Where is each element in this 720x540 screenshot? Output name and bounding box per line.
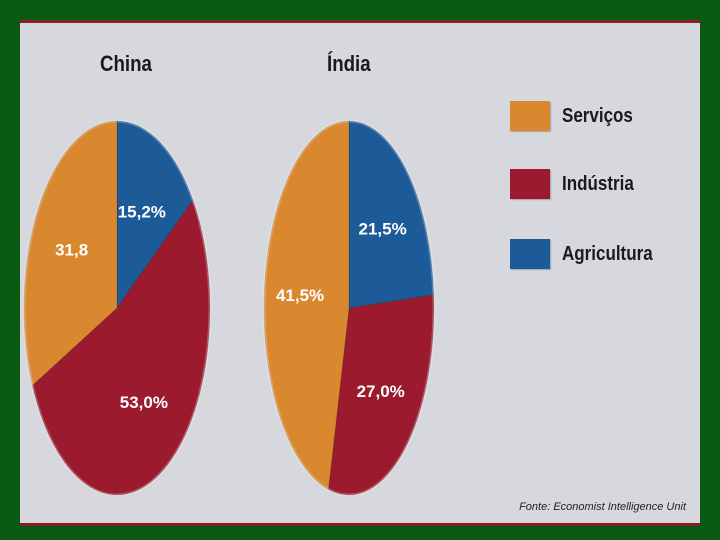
- pie-charts: 15,2% 53,0% 31,8 21,5% 27,0% 41,5%: [22, 119, 436, 497]
- china-slice-agricultura: [116, 120, 194, 310]
- india-label-industria: 27,0%: [357, 382, 405, 401]
- india-label-servicos: 41,5%: [276, 286, 324, 305]
- legend-swatch-agricultura: [510, 239, 550, 269]
- legend-swatch-servicos: [510, 101, 550, 131]
- china-pie-rim: [22, 119, 212, 497]
- india-label-agricultura: 21,5%: [359, 220, 407, 239]
- china-label-agricultura: 15,2%: [118, 203, 166, 222]
- india-chart-title: Índia: [327, 51, 371, 76]
- legend-label-servicos: Serviços: [562, 104, 633, 127]
- china-label-industria: 53,0%: [120, 393, 168, 412]
- china-slice-industria: [31, 198, 211, 496]
- legend-swatch-industria: [510, 169, 550, 199]
- legend-item-agricultura: Agricultura: [510, 239, 669, 269]
- china-chart-title: China: [100, 51, 152, 76]
- legend-label-industria: Indústria: [562, 172, 634, 195]
- india-slice-agricultura: [348, 120, 435, 309]
- source-note: Fonte: Economist Intelligence Unit: [519, 501, 686, 513]
- india-slice-industria: [327, 294, 435, 496]
- legend-item-industria: Indústria: [510, 169, 646, 199]
- china-label-servicos: 31,8: [55, 240, 88, 259]
- india-pie-rim: [262, 119, 436, 497]
- india-slice-servicos: [263, 120, 350, 491]
- chart-panel: China Índia 15,2% 53,0% 31,8 21,5% 27,0% 41,5…: [20, 20, 700, 526]
- legend-item-servicos: Serviços: [510, 101, 645, 131]
- china-slice-servicos: [23, 120, 118, 387]
- legend-label-agricultura: Agricultura: [562, 242, 653, 265]
